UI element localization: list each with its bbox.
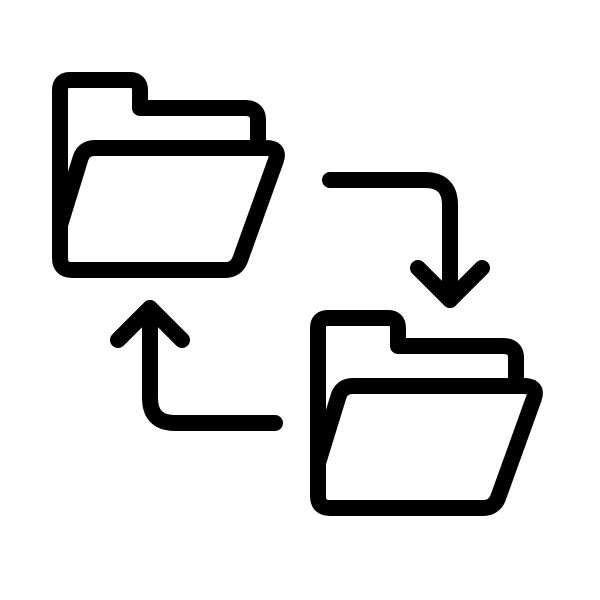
folder-sync-icon — [0, 0, 600, 600]
folder-sync-svg — [0, 0, 600, 600]
folder-bottom-right-tab-icon — [318, 318, 516, 386]
folder-top-left-tab-icon — [60, 80, 258, 148]
folder-top-left-front-icon — [60, 110, 277, 270]
folder-bottom-right-front-icon — [318, 348, 535, 508]
